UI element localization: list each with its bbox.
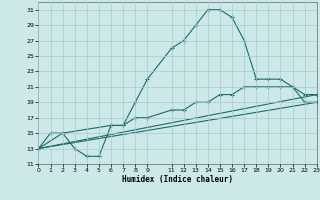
X-axis label: Humidex (Indice chaleur): Humidex (Indice chaleur) — [122, 175, 233, 184]
